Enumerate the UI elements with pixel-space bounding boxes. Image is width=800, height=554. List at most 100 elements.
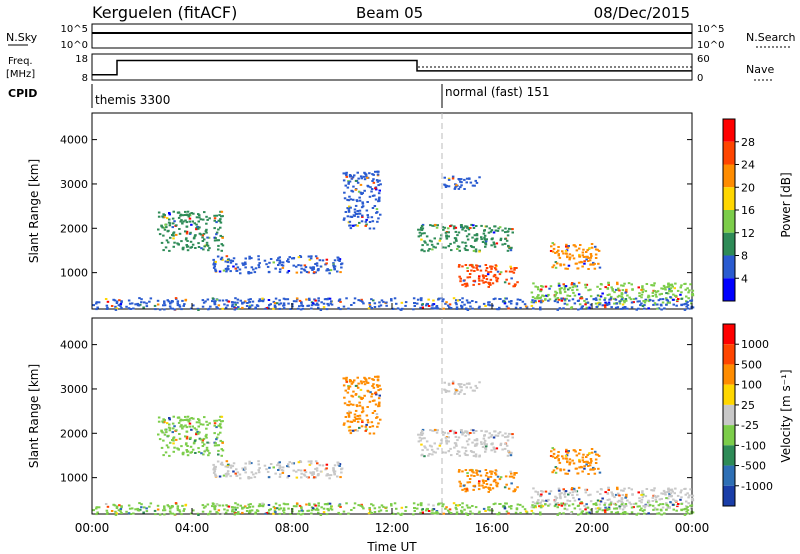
echo-cell [346,420,350,423]
echo-cell [666,506,670,509]
echo-cell [345,502,348,505]
echo-cell [349,198,353,201]
echo-cell [442,512,445,515]
echo-cell [352,419,356,422]
echo-cell [416,507,419,510]
echo-cell [216,255,220,258]
echo-cell [288,461,291,464]
echo-cell [172,415,175,418]
echo-cell [165,226,168,229]
echo-cell [201,504,205,507]
echo-cell [470,428,473,431]
echo-cell [660,304,663,307]
echo-cell [201,234,205,237]
echo-cell [488,227,491,230]
echo-cell [559,497,562,500]
echo-cell [359,388,363,391]
echo-cell [350,382,354,385]
echo-cell [577,498,581,501]
echo-cell [571,286,575,289]
echo-cell [627,282,631,285]
echo-cell [231,508,234,511]
echo-cell [453,241,456,244]
echo-cell [465,431,469,434]
echo-cell [442,433,445,436]
echo-cell [255,509,259,512]
echo-cell [551,250,555,253]
echo-cell [566,246,569,249]
echo-cell [180,240,183,243]
echo-cell [682,508,685,511]
echo-cell [455,299,458,302]
echo-cell [652,284,656,287]
echo-cell [509,470,512,473]
echo-cell [441,505,444,508]
echo-cell [634,297,638,300]
echo-cell [556,513,559,516]
echo-cell [450,249,453,252]
echo-cell [558,512,562,515]
echo-cell [634,502,638,505]
echo-cell [465,488,469,491]
echo-cell [167,446,170,449]
echo-region [549,447,602,475]
echo-cell [544,503,547,506]
echo-cell [300,509,304,512]
echo-cell [504,227,507,230]
echo-cell [198,214,201,217]
echo-cell [559,468,562,471]
echo-cell [603,304,607,307]
echo-cell [187,419,191,422]
colorbar-tick-label: -100 [741,439,766,452]
echo-cell [616,500,620,503]
echo-cell [471,389,475,392]
echo-cell [460,389,463,392]
echo-cell [156,303,160,306]
echo-cell [379,509,383,512]
echo-cell [357,395,361,398]
echo-cell [492,275,496,278]
echo-cell [196,307,200,310]
echo-cell [347,199,351,202]
echo-cell [663,307,666,310]
echo-cell [494,264,498,267]
echo-cell [484,264,488,266]
echo-cell [463,178,466,181]
echo-cell [562,457,565,460]
echo-cell [462,431,465,434]
echo-cell [440,234,443,237]
echo-cell [608,503,611,506]
echo-cell [684,302,687,305]
echo-cell [484,474,488,477]
echo-cell [685,510,688,513]
echo-cell [477,307,481,309]
cpid-label: CPID [8,87,37,100]
echo-cell [463,303,466,306]
echo-cell [645,504,648,507]
echo-cell [670,290,673,292]
echo-cell [368,221,372,223]
echo-cell [470,474,473,477]
echo-cell [358,209,362,212]
echo-cell [184,298,188,301]
colorbar-swatch [723,324,735,345]
echo-cell [624,496,627,499]
echo-cell [322,507,326,510]
echo-cell [446,509,450,512]
echo-cell [182,304,185,307]
echo-cell [421,232,424,235]
echo-cell [292,469,295,472]
echo-cell [352,185,355,188]
echo-cell [460,430,464,433]
colorbar-swatch [723,210,735,233]
echo-cell [162,249,165,252]
echo-cell [189,307,193,310]
echo-cell [221,463,224,466]
echo-cell [599,500,603,503]
echo-cell [472,429,475,432]
echo-cell [572,449,576,452]
echo-cell [509,249,513,252]
echo-cell [186,454,190,457]
echo-cell [348,425,352,428]
echo-cell [469,432,472,434]
